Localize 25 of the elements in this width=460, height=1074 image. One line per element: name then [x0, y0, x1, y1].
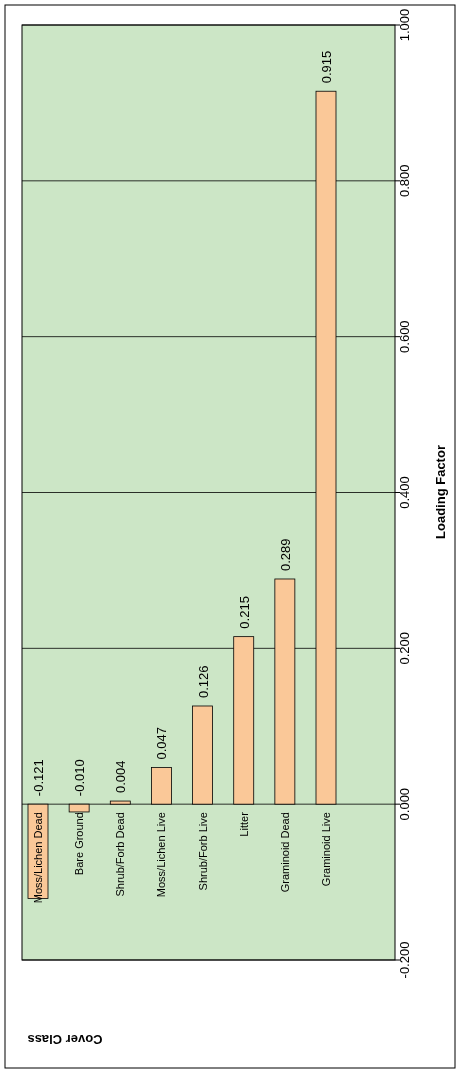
x-tick-label: Shrub/Forb Dead [114, 812, 127, 897]
y-tick-label: 0.800 [397, 164, 412, 198]
y-tick-label: 0.200 [397, 632, 412, 665]
y-tick-label: 0.400 [397, 476, 412, 509]
data-label: 0.126 [195, 665, 211, 698]
x-axis-title: Cover Class [27, 1032, 103, 1047]
x-tick-label: Litter [237, 811, 250, 837]
data-label: 0.047 [154, 727, 170, 760]
x-tick-label: Shrub/Forb Live [196, 812, 209, 891]
y-tick-label: 0.600 [397, 320, 412, 353]
y-tick-label: -0.200 [397, 941, 412, 979]
data-label: -0.010 [72, 759, 88, 797]
x-tick-label: Bare Ground [73, 812, 86, 876]
data-label: -0.121 [31, 759, 46, 797]
y-tick-label: 1.000 [397, 8, 412, 42]
data-label: 0.004 [113, 760, 129, 794]
y-tick-label: 0.000 [397, 787, 412, 821]
data-label: 0.215 [236, 596, 252, 629]
data-label: 0.915 [319, 50, 334, 84]
x-tick-label: Graminoid Live [320, 812, 332, 887]
data-label: 0.289 [277, 538, 293, 571]
y-axis-title: Loading Factor [433, 445, 448, 539]
x-tick-label: Moss/Lichen Live [155, 812, 168, 898]
x-tick-label: Graminoid Dead [278, 812, 291, 893]
x-tick-label: Moss/Lichen Dead [32, 812, 44, 904]
